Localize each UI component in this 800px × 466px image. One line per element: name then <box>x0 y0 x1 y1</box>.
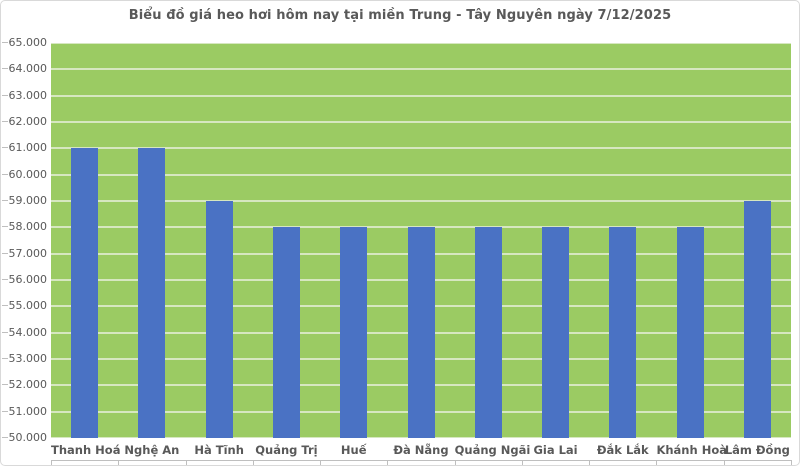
y-tick-label: 51.000 <box>8 404 48 418</box>
x-category-label: Hà Tĩnh <box>194 443 244 457</box>
bar-hà-tĩnh[interactable] <box>205 201 233 438</box>
gridline <box>51 68 791 71</box>
y-tick-label: 60.000 <box>8 167 48 181</box>
y-tick-label: 59.000 <box>8 194 48 207</box>
x-tick-mark <box>118 460 120 465</box>
y-tick-mark <box>2 358 8 359</box>
gridline <box>51 147 791 150</box>
plot-area <box>51 43 791 438</box>
gridline <box>51 94 791 97</box>
y-tick-label: 63.000 <box>8 88 48 102</box>
x-category-label: Đà Nẵng <box>393 443 449 457</box>
y-tick-mark <box>2 252 8 254</box>
x-tick-mark <box>387 460 389 465</box>
bar-khánh-hoà[interactable] <box>676 227 704 438</box>
x-category-label: Huế <box>340 443 367 457</box>
y-tick-mark <box>2 279 8 280</box>
y-tick-label: 52.000 <box>8 378 48 392</box>
x-tick-mark <box>791 460 792 465</box>
bar-huế[interactable] <box>340 227 368 438</box>
y-tick-mark <box>2 94 8 96</box>
x-category-label: Gia Lai <box>533 443 578 457</box>
gridline <box>51 200 791 202</box>
y-tick-mark <box>2 200 8 201</box>
y-tick-label: 55.000 <box>8 299 48 313</box>
gridline <box>51 173 791 176</box>
x-tick-mark <box>51 460 52 465</box>
y-tick-mark <box>2 384 8 386</box>
y-tick-mark <box>2 437 8 438</box>
y-tick-mark <box>2 410 8 412</box>
bar-lâm-đồng[interactable] <box>743 201 771 438</box>
y-tick-label: 65.000 <box>8 36 48 49</box>
y-tick-label: 50.000 <box>8 431 48 444</box>
x-tick-mark <box>656 460 658 465</box>
y-tick-mark <box>2 331 8 333</box>
y-tick-label: 58.000 <box>8 220 48 234</box>
chart-title: Biểu đồ giá heo hơi hôm nay tại miền Tru… <box>128 8 672 23</box>
x-category-label: Đắk Lắk <box>596 443 649 457</box>
x-axis-line <box>51 460 791 461</box>
bar-đà-nẵng[interactable] <box>407 227 435 438</box>
gridline <box>51 121 791 123</box>
x-tick-mark <box>454 460 456 465</box>
y-tick-mark <box>2 121 8 122</box>
y-tick-label: 61.000 <box>8 141 48 155</box>
x-tick-mark <box>185 460 187 465</box>
y-tick-mark <box>2 305 8 307</box>
bar-gia-lai[interactable] <box>542 227 570 438</box>
x-category-label: Khánh Hoà <box>656 443 727 457</box>
x-tick-mark <box>521 460 523 465</box>
y-tick-mark <box>2 68 8 70</box>
y-tick-label: 54.000 <box>8 325 48 339</box>
bar-quảng-trị[interactable] <box>272 227 300 438</box>
x-tick-mark <box>723 460 725 465</box>
bar-nghệ-an[interactable] <box>138 148 166 438</box>
x-tick-mark <box>252 460 254 465</box>
x-tick-mark <box>589 460 591 465</box>
y-tick-label: 56.000 <box>8 273 48 286</box>
y-tick-label: 53.000 <box>8 352 48 365</box>
x-tick-mark <box>320 460 322 465</box>
y-tick-label: 64.000 <box>8 62 48 76</box>
bar-đắk-lắk[interactable] <box>609 227 637 438</box>
y-tick-label: 62.000 <box>8 115 48 128</box>
y-tick-label: 57.000 <box>8 246 48 260</box>
y-tick-mark <box>2 147 8 149</box>
y-tick-mark <box>2 226 8 228</box>
y-tick-mark <box>2 42 8 43</box>
bar-quảng-ngãi[interactable] <box>474 227 502 438</box>
x-category-label: Lâm Đồng <box>724 443 790 457</box>
y-tick-mark <box>2 173 8 175</box>
bar-thanh-hoá[interactable] <box>71 148 99 438</box>
x-category-label: Quảng Ngãi <box>454 443 531 457</box>
x-category-label: Nghệ An <box>124 443 180 457</box>
x-category-label: Thanh Hoá <box>51 443 121 457</box>
x-category-label: Quảng Trị <box>255 443 318 457</box>
gridline <box>51 43 791 44</box>
